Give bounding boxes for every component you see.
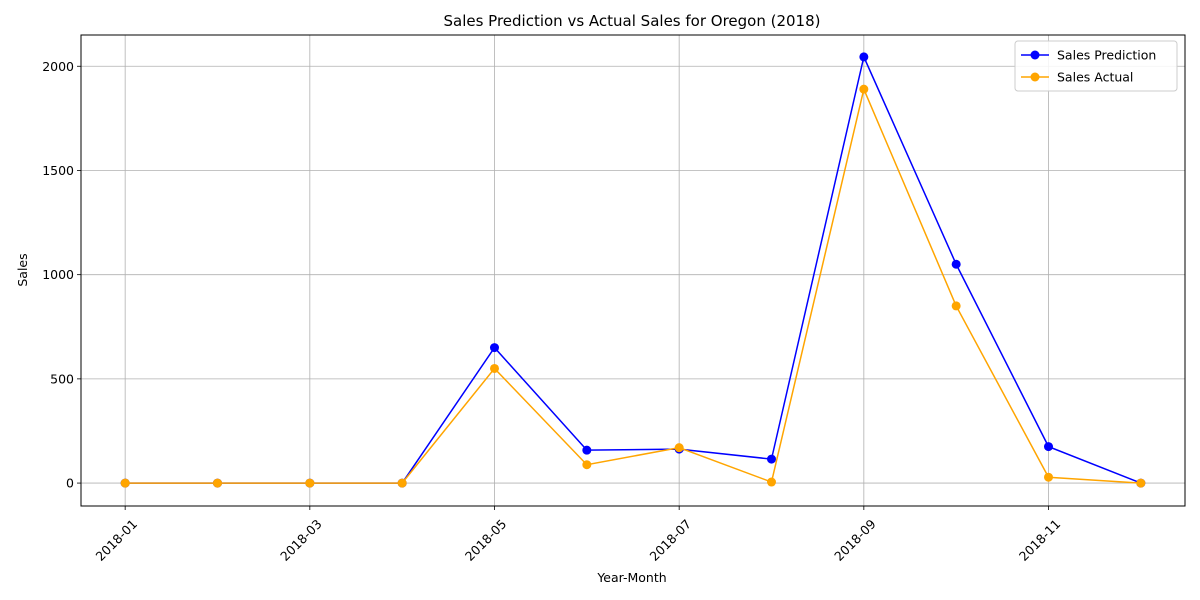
x-axis-label: Year-Month [596,570,666,585]
data-point-sales-actual [674,443,684,453]
legend-box [1014,40,1178,92]
data-point-sales-prediction [489,343,499,353]
data-point-sales-actual [951,301,961,311]
chart-title: Sales Prediction vs Actual Sales for Ore… [443,12,820,30]
grid-lines [81,35,1185,506]
x-tick-label: 2018-09 [831,516,879,564]
data-point-sales-actual [305,478,315,488]
y-tick-label: 0 [66,476,74,491]
y-axis-label: Sales [15,253,30,286]
x-tick-label: 2018-03 [277,516,325,564]
y-tick-label: 2000 [42,59,74,74]
data-point-sales-actual [212,478,222,488]
series-line-sales-actual [125,86,1141,484]
data-point-sales-prediction [951,259,961,269]
data-point-sales-actual [859,84,869,94]
legend-label-sales-prediction: Sales Prediction [1057,48,1156,63]
y-axis-ticks: 0 500 1000 1500 2000 [42,59,81,491]
data-point-sales-actual [489,363,499,373]
data-point-sales-actual [767,477,777,487]
data-point-sales-actual [1044,472,1054,482]
series-line-sales-prediction [125,54,1142,484]
data-point-sales-actual [1136,478,1146,488]
legend-marker-sales-prediction [1030,50,1040,60]
data-point-sales-actual [120,478,130,488]
legend: Sales Prediction Sales Actual [1014,40,1178,92]
x-tick-label: 2018-07 [647,516,695,564]
legend-marker-sales-actual [1030,72,1040,82]
data-point-sales-prediction [1044,442,1054,452]
y-tick-label: 1000 [42,267,74,282]
y-tick-label: 500 [50,371,74,386]
x-tick-label: 2018-01 [93,516,141,564]
x-axis-ticks: 2018-01 2018-03 2018-05 2018-07 2018-09 2018-… [93,506,1064,564]
y-tick-label: 1500 [42,163,74,178]
series-layer [120,52,1146,488]
data-point-sales-actual [582,460,592,470]
data-point-sales-prediction [767,454,777,464]
data-point-sales-prediction [859,52,869,62]
legend-label-sales-actual: Sales Actual [1057,70,1133,85]
x-tick-label: 2018-11 [1016,516,1064,564]
data-point-sales-actual [397,478,407,488]
data-point-sales-prediction [582,445,592,455]
x-tick-label: 2018-05 [462,516,510,564]
plot-frame [80,34,1186,507]
